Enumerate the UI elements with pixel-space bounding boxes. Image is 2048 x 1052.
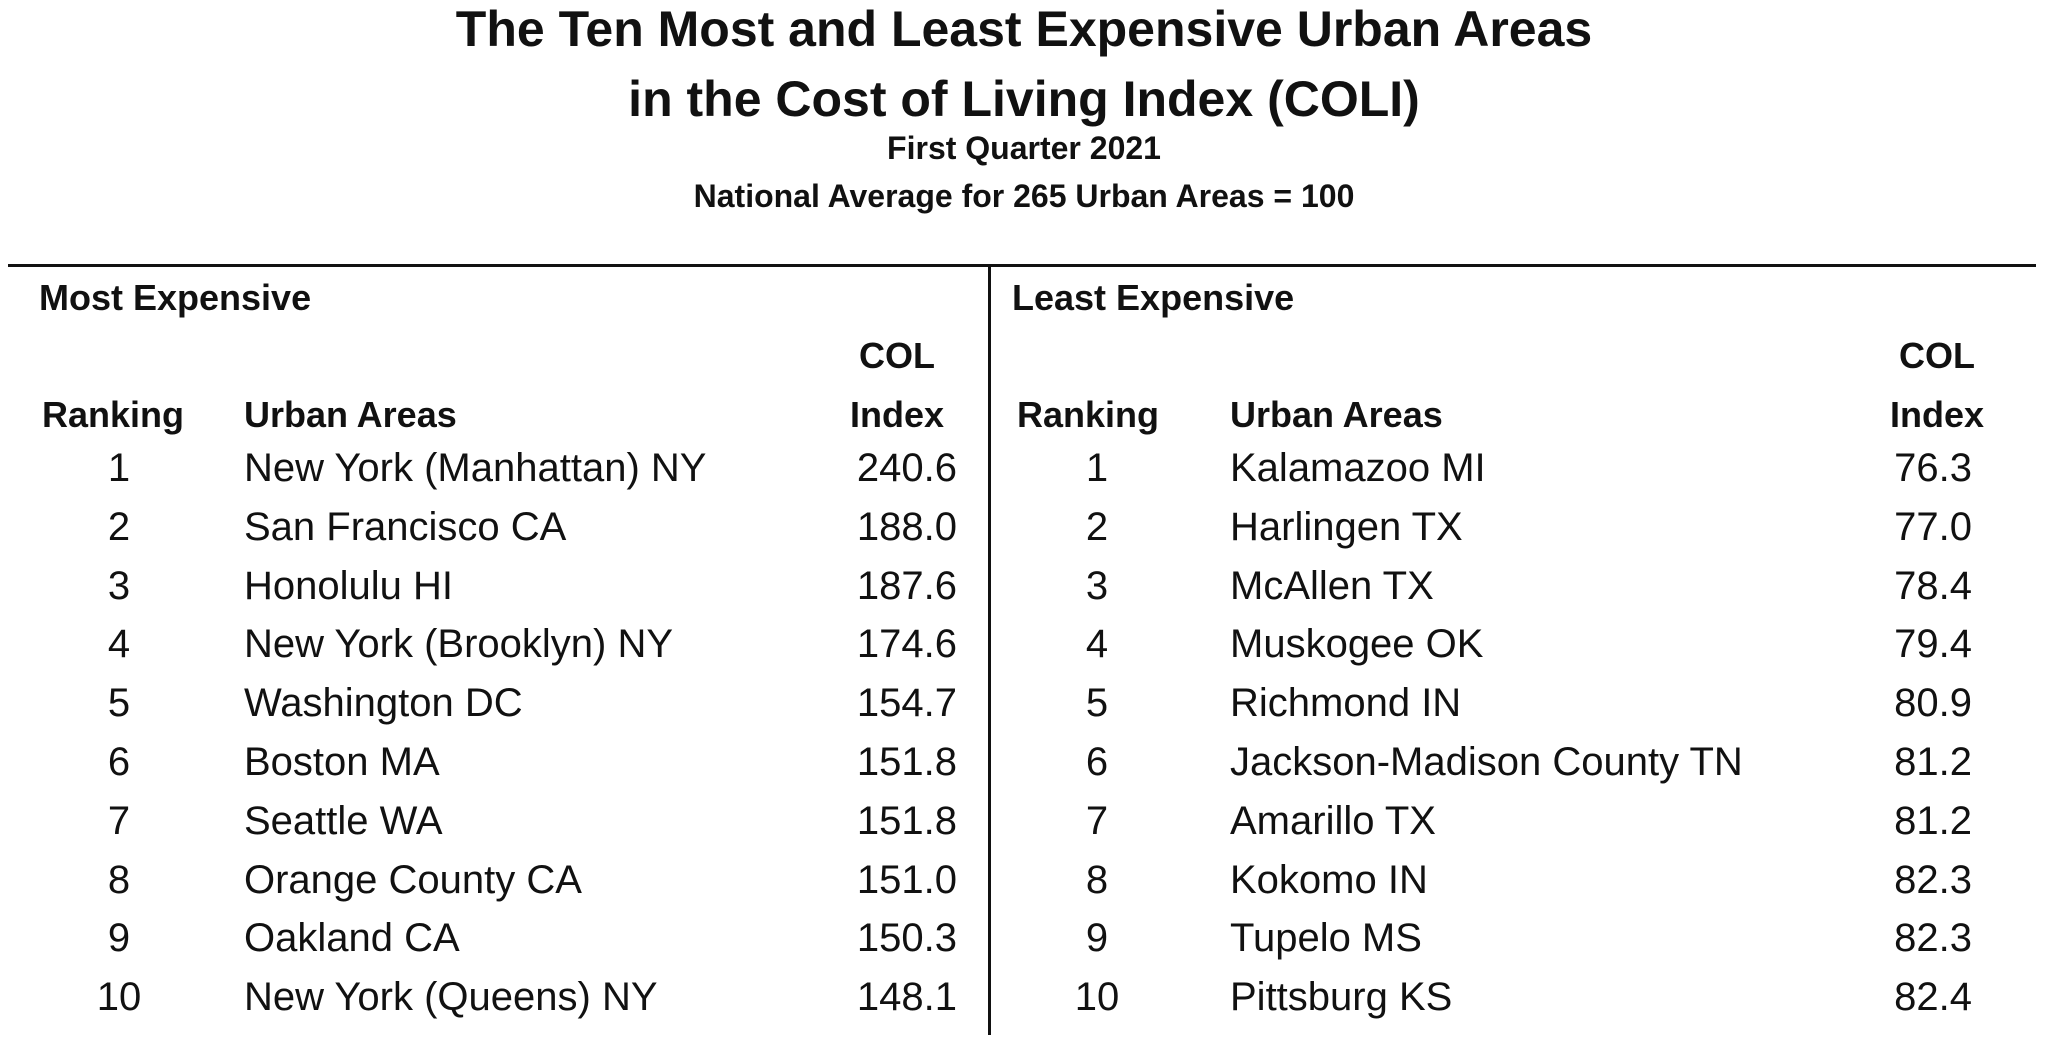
least-expensive-row-rank: 2: [1085, 504, 1109, 549]
least-expensive-row-area: Richmond IN: [1230, 681, 1462, 726]
least-expensive-row-rank: 3: [1085, 563, 1109, 608]
least-expensive-col-ranking: Ranking: [1017, 394, 1160, 435]
least-expensive-col-area: Urban Areas: [1230, 394, 1443, 435]
least-expensive-row-index: 82.3: [1894, 857, 1972, 902]
least-expensive-row-rank: 7: [1085, 798, 1109, 843]
most-expensive-row-area: Boston MA: [244, 740, 440, 784]
most-expensive-row-index: 148.1: [856, 975, 957, 1020]
column-divider: [988, 265, 991, 1035]
most-expensive-col-index-line1: COL: [859, 335, 935, 376]
most-expensive-row-index: 150.3: [856, 916, 957, 961]
least-expensive-row-index: 81.2: [1894, 798, 1972, 843]
most-expensive-row-area: Seattle WA: [244, 798, 443, 843]
least-expensive-row-rank: 5: [1085, 681, 1109, 726]
least-expensive-row-index: 80.9: [1894, 681, 1972, 726]
least-expensive-row-area: Amarillo TX: [1230, 798, 1436, 843]
most-expensive-row-rank: 4: [107, 622, 131, 667]
least-expensive-row-index: 77.0: [1894, 504, 1972, 549]
least-expensive-row-area: Harlingen TX: [1230, 504, 1463, 549]
most-expensive-row-area: Orange County CA: [244, 857, 582, 902]
most-expensive-row-index: 187.6: [856, 563, 957, 608]
most-expensive-row-index: 154.7: [856, 681, 957, 726]
least-expensive-row-area: Kalamazoo MI: [1230, 446, 1486, 490]
most-expensive-row-index: 151.0: [856, 857, 957, 902]
most-expensive-row-area: San Francisco CA: [244, 504, 567, 549]
title-line-1: The Ten Most and Least Expensive Urban A…: [455, 1, 1593, 57]
most-expensive-heading: Most Expensive: [39, 277, 312, 318]
most-expensive-row-index: 240.6: [856, 446, 957, 490]
most-expensive-row-rank: 9: [107, 916, 131, 961]
most-expensive-row-rank: 8: [107, 857, 131, 902]
most-expensive-row-rank: 1: [107, 446, 131, 490]
most-expensive-row-area: Honolulu HI: [244, 563, 454, 608]
most-expensive-row-area: Washington DC: [244, 681, 523, 726]
least-expensive-row-area: Pittsburg KS: [1230, 975, 1453, 1020]
least-expensive-row-area: Kokomo IN: [1230, 857, 1428, 902]
least-expensive-row-area: Muskogee OK: [1230, 622, 1484, 667]
most-expensive-row-area: New York (Queens) NY: [244, 975, 658, 1020]
most-expensive-row-rank: 10: [96, 975, 142, 1020]
most-expensive-row-index: 151.8: [856, 798, 957, 843]
least-expensive-heading: Least Expensive: [1012, 277, 1295, 318]
least-expensive-row-area: Tupelo MS: [1230, 916, 1422, 961]
top-rule: [8, 264, 2036, 267]
most-expensive-row-area: New York (Brooklyn) NY: [244, 622, 674, 667]
least-expensive-row-index: 82.4: [1894, 975, 1972, 1020]
national-average-note: National Average for 265 Urban Areas = 1…: [693, 178, 1355, 214]
title-line-2: in the Cost of Living Index (COLI): [628, 71, 1420, 127]
least-expensive-row-rank: 8: [1085, 857, 1109, 902]
least-expensive-row-index: 82.3: [1894, 916, 1972, 961]
most-expensive-row-rank: 5: [107, 681, 131, 726]
most-expensive-col-index-line2: Index: [849, 394, 945, 435]
least-expensive-row-area: McAllen TX: [1230, 563, 1434, 608]
least-expensive-row-index: 79.4: [1894, 622, 1972, 667]
least-expensive-row-rank: 9: [1085, 916, 1109, 961]
most-expensive-col-ranking: Ranking: [42, 394, 185, 435]
most-expensive-row-index: 151.8: [856, 740, 957, 784]
least-expensive-row-rank: 4: [1085, 622, 1109, 667]
least-expensive-row-rank: 1: [1085, 446, 1109, 490]
most-expensive-row-rank: 6: [107, 740, 131, 784]
most-expensive-row-rank: 3: [107, 563, 131, 608]
least-expensive-row-rank: 10: [1074, 975, 1120, 1020]
most-expensive-row-area: New York (Manhattan) NY: [244, 446, 707, 490]
least-expensive-row-index: 76.3: [1894, 446, 1972, 490]
least-expensive-row-rank: 6: [1085, 740, 1109, 784]
subtitle: First Quarter 2021: [887, 130, 1161, 166]
least-expensive-col-index-line2: Index: [1889, 394, 1985, 435]
most-expensive-row-area: Oakland CA: [244, 916, 460, 961]
most-expensive-row-rank: 2: [107, 504, 131, 549]
most-expensive-row-index: 188.0: [856, 504, 957, 549]
least-expensive-row-area: Jackson-Madison County TN: [1230, 740, 1743, 784]
most-expensive-col-area: Urban Areas: [244, 394, 457, 435]
most-expensive-row-index: 174.6: [856, 622, 957, 667]
least-expensive-col-index-line1: COL: [1899, 335, 1975, 376]
most-expensive-row-rank: 7: [107, 798, 131, 843]
least-expensive-row-index: 81.2: [1894, 740, 1972, 784]
least-expensive-row-index: 78.4: [1894, 563, 1972, 608]
